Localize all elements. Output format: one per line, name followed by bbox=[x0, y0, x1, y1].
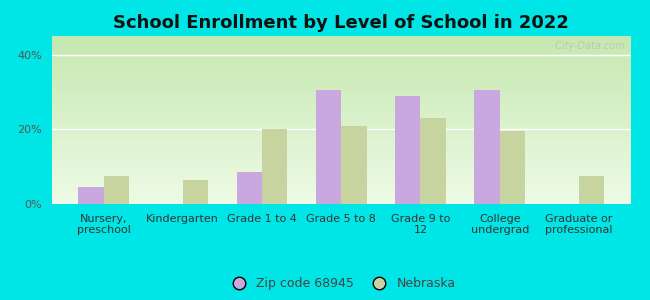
Bar bbox=[341, 126, 367, 204]
Bar bbox=[103, 176, 129, 204]
Text: City-Data.com: City-Data.com bbox=[549, 41, 625, 51]
Bar bbox=[421, 118, 446, 204]
Bar bbox=[237, 172, 262, 204]
Bar bbox=[395, 96, 421, 204]
Legend: Zip code 68945, Nebraska: Zip code 68945, Nebraska bbox=[222, 272, 461, 295]
Bar bbox=[262, 129, 287, 204]
Bar bbox=[78, 187, 103, 204]
Bar bbox=[474, 90, 500, 204]
Bar bbox=[579, 176, 604, 204]
Bar bbox=[500, 131, 525, 204]
Bar bbox=[183, 180, 208, 204]
Bar bbox=[316, 90, 341, 204]
Title: School Enrollment by Level of School in 2022: School Enrollment by Level of School in … bbox=[113, 14, 569, 32]
